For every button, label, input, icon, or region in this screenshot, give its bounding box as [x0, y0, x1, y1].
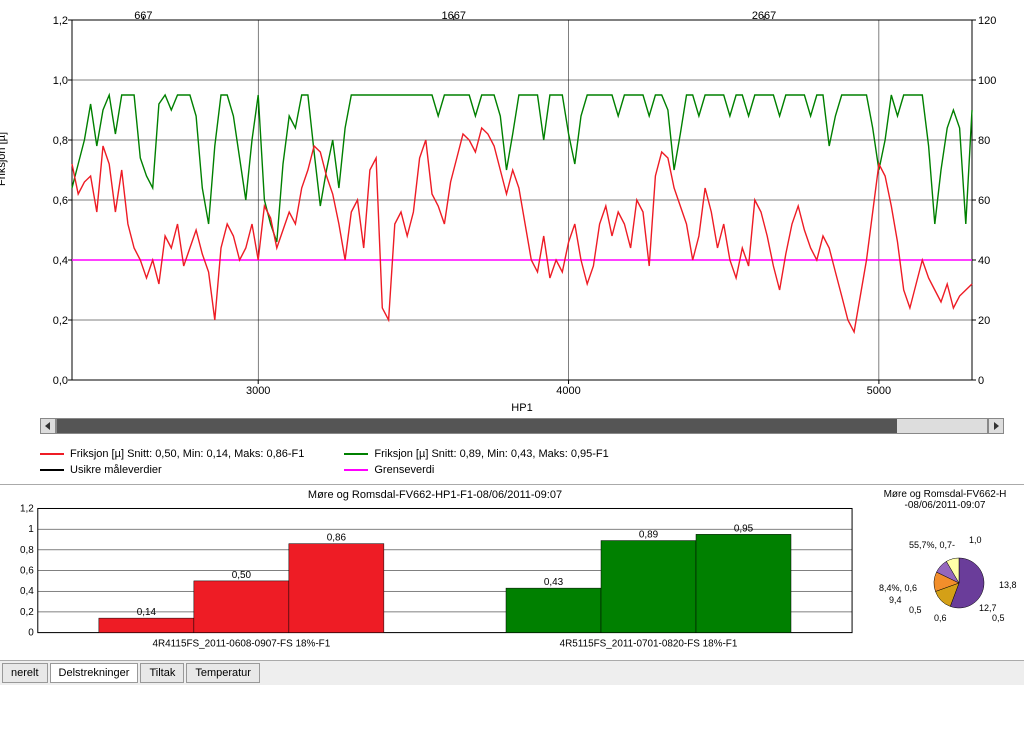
pie-chart-panel: Møre og Romsdal-FV662-H -08/06/2011-09:0…	[870, 485, 1020, 660]
main-chart-area: 0,0 0 0,2 20 0,4 40 0,6 60 0,8 80 1,0 100 1,2 120 3000…	[40, 10, 1004, 400]
svg-text:1,2: 1,2	[20, 503, 34, 514]
legend: Friksjon [µ] Snitt: 0,50, Min: 0,14, Mak…	[0, 440, 1024, 484]
bar-chart-panel: Møre og Romsdal-FV662-HP1-F1-08/06/2011-…	[4, 485, 866, 660]
svg-text:0,95: 0,95	[734, 523, 754, 534]
svg-text:5000: 5000	[867, 385, 891, 397]
svg-text:0,89: 0,89	[639, 530, 659, 541]
svg-text:80: 80	[978, 135, 990, 147]
tab-delstrekninger[interactable]: Delstrekninger	[50, 663, 139, 683]
scroll-left-button[interactable]	[40, 418, 56, 434]
tab-temperatur[interactable]: Temperatur	[186, 663, 260, 683]
svg-text:3000: 3000	[246, 385, 270, 397]
pie-chart-svg: 55,7%, 0,7-1,013,812,70,50,69,48,4%, 0,6…	[874, 513, 1024, 633]
pie-title-line2: -08/06/2011-09:07	[905, 500, 986, 511]
tab-tiltak[interactable]: Tiltak	[140, 663, 184, 683]
pie-title-line1: Møre og Romsdal-FV662-H	[884, 489, 1007, 500]
svg-text:0,0: 0,0	[53, 375, 68, 387]
svg-text:1,0: 1,0	[53, 75, 68, 87]
legend-swatch	[344, 453, 368, 455]
svg-text:0,86: 0,86	[327, 533, 347, 544]
svg-text:13,8: 13,8	[999, 580, 1017, 590]
svg-text:8,4%, 0,6: 8,4%, 0,6	[879, 583, 917, 593]
svg-text:0,5: 0,5	[992, 613, 1005, 623]
legend-col-1: Friksjon [µ] Snitt: 0,50, Min: 0,14, Mak…	[40, 448, 304, 476]
svg-text:55,7%, 0,7-: 55,7%, 0,7-	[909, 540, 955, 550]
bar-chart-title: Møre og Romsdal-FV662-HP1-F1-08/06/2011-…	[8, 489, 862, 501]
svg-text:0,4: 0,4	[20, 586, 34, 597]
svg-text:0,8: 0,8	[53, 135, 68, 147]
svg-text:120: 120	[978, 15, 996, 27]
legend-label: Friksjon [µ] Snitt: 0,89, Min: 0,43, Mak…	[374, 448, 608, 460]
bottom-panels: Møre og Romsdal-FV662-HP1-F1-08/06/2011-…	[0, 484, 1024, 660]
svg-text:9,4: 9,4	[889, 595, 902, 605]
y-axis-left-label: Friksjon [µ]	[0, 132, 8, 186]
svg-text:0,6: 0,6	[53, 195, 68, 207]
svg-text:12,7: 12,7	[979, 603, 997, 613]
svg-text:0,6: 0,6	[20, 566, 34, 577]
legend-item: Grenseverdi	[344, 464, 608, 476]
svg-text:4R5115FS_2011-0701-0820-FS 18%: 4R5115FS_2011-0701-0820-FS 18%-F1	[560, 639, 738, 650]
main-chart-container: Friksjon [µ] 0,0 0 0,2 20 0,4 40 0,6 60 0,8 80 1,0…	[0, 0, 1024, 414]
legend-swatch	[40, 453, 64, 455]
horizontal-scrollbar[interactable]	[40, 418, 1004, 434]
svg-text:100: 100	[978, 75, 996, 87]
main-chart-svg: 0,0 0 0,2 20 0,4 40 0,6 60 0,8 80 1,0 100 1,2 120 3000…	[40, 10, 1004, 400]
svg-text:0: 0	[978, 375, 984, 387]
svg-text:0,2: 0,2	[20, 607, 34, 618]
svg-text:0: 0	[28, 628, 34, 639]
hp-label: HP1	[40, 402, 1004, 414]
pie-chart-title: Møre og Romsdal-FV662-H -08/06/2011-09:0…	[874, 489, 1016, 511]
svg-text:0,43: 0,43	[544, 577, 564, 588]
svg-text:0,2: 0,2	[53, 315, 68, 327]
tabs-bar: nerelt Delstrekninger Tiltak Temperatur	[0, 660, 1024, 685]
legend-swatch	[344, 469, 368, 471]
svg-text:1,0: 1,0	[969, 535, 982, 545]
svg-text:0,4: 0,4	[53, 255, 68, 267]
legend-item: Usikre måleverdier	[40, 464, 304, 476]
svg-text:0,14: 0,14	[137, 607, 157, 618]
svg-text:40: 40	[978, 255, 990, 267]
scroll-thumb[interactable]	[897, 419, 987, 433]
legend-item: Friksjon [µ] Snitt: 0,50, Min: 0,14, Mak…	[40, 448, 304, 460]
scroll-track[interactable]	[56, 418, 988, 434]
svg-text:0,5: 0,5	[909, 605, 922, 615]
legend-label: Usikre måleverdier	[70, 464, 162, 476]
svg-text:4000: 4000	[556, 385, 580, 397]
svg-text:4R4115FS_2011-0608-0907-FS 18%: 4R4115FS_2011-0608-0907-FS 18%-F1	[152, 639, 330, 650]
svg-text:1: 1	[28, 524, 34, 535]
scroll-right-button[interactable]	[988, 418, 1004, 434]
svg-text:1,2: 1,2	[53, 15, 68, 27]
svg-text:0,50: 0,50	[232, 570, 252, 581]
svg-text:0,8: 0,8	[20, 545, 34, 556]
legend-label: Grenseverdi	[374, 464, 434, 476]
svg-text:60: 60	[978, 195, 990, 207]
legend-item: Friksjon [µ] Snitt: 0,89, Min: 0,43, Mak…	[344, 448, 608, 460]
svg-text:0,6: 0,6	[934, 613, 947, 623]
legend-label: Friksjon [µ] Snitt: 0,50, Min: 0,14, Mak…	[70, 448, 304, 460]
legend-col-2: Friksjon [µ] Snitt: 0,89, Min: 0,43, Mak…	[344, 448, 608, 476]
tab-generelt[interactable]: nerelt	[2, 663, 48, 683]
bar-chart-svg: 0 0,2 0,4 0,6 0,8 1 1,2 0,14 0,50 0,86 4R4115FS_20…	[8, 503, 862, 653]
svg-text:20: 20	[978, 315, 990, 327]
legend-swatch	[40, 469, 64, 471]
